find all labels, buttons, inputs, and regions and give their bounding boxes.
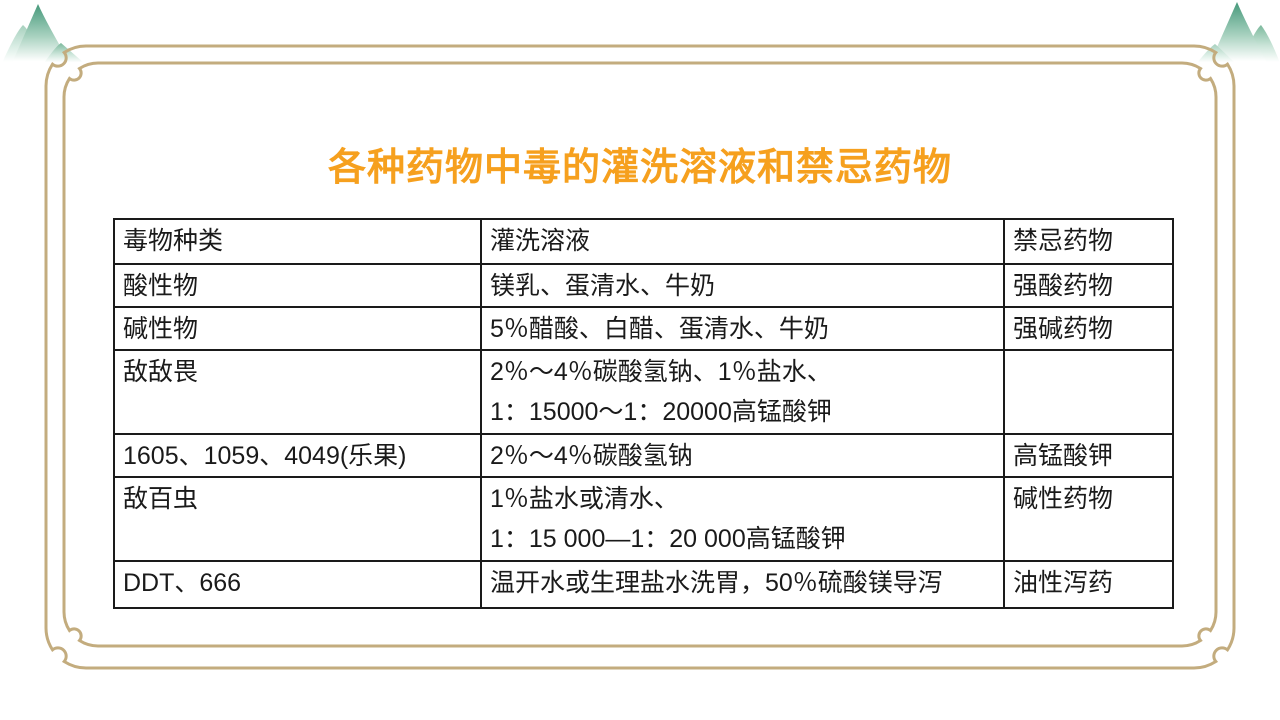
cell-contraindicated: 强酸药物 [1003,263,1174,308]
cell-poison-type: DDT、666 [113,560,482,609]
mountain-decoration-right [1197,2,1280,63]
cell-lavage-solution: 1％盐水或清水、 1：15 000—1：20 000高锰酸钾 [480,476,1005,562]
header-poison-type: 毒物种类 [113,218,482,265]
table-row: 1605、1059、4049(乐果) 2％～4％碳酸氢钠 高锰酸钾 [113,433,1174,478]
cell-contraindicated: 强碱药物 [1003,306,1174,351]
cell-lavage-solution: 5％醋酸、白醋、蛋清水、牛奶 [480,306,1005,351]
table-row: 酸性物 镁乳、蛋清水、牛奶 强酸药物 [113,263,1174,308]
table-row: 敌敌畏 2％～4％碳酸氢钠、1％盐水、 1：15000～1：20000高锰酸钾 [113,349,1174,435]
cell-contraindicated: 碱性药物 [1003,476,1174,562]
header-contraindicated-drugs: 禁忌药物 [1003,218,1174,265]
cell-contraindicated: 油性泻药 [1003,560,1174,609]
cell-poison-type: 敌百虫 [113,476,482,562]
header-lavage-solution: 灌洗溶液 [480,218,1005,265]
cell-contraindicated [1003,349,1174,435]
mountain-peak-back-left [2,25,46,63]
poison-lavage-table: 毒物种类 灌洗溶液 禁忌药物 酸性物 镁乳、蛋清水、牛奶 强酸药物 碱性物 5％… [113,218,1174,609]
cell-contraindicated: 高锰酸钾 [1003,433,1174,478]
cell-lavage-solution: 镁乳、蛋清水、牛奶 [480,263,1005,308]
cell-lavage-solution: 2％～4％碳酸氢钠、1％盐水、 1：15000～1：20000高锰酸钾 [480,349,1005,435]
table-row: 碱性物 5％醋酸、白醋、蛋清水、牛奶 强碱药物 [113,306,1174,351]
mountain-peak-side-right [1240,25,1280,63]
mountain-peak-main-right [1210,2,1267,63]
table-header-row: 毒物种类 灌洗溶液 禁忌药物 [113,218,1174,265]
cell-poison-type: 酸性物 [113,263,482,308]
mountain-peak-small-left [44,43,84,63]
mountain-peak-main-left [12,4,70,63]
cell-lavage-solution: 2％～4％碳酸氢钠 [480,433,1005,478]
page-title: 各种药物中毒的灌洗溶液和禁忌药物 [327,147,952,189]
cell-poison-type: 敌敌畏 [113,349,482,435]
table-row: DDT、666 温开水或生理盐水洗胃，50％硫酸镁导泻 油性泻药 [113,560,1174,609]
mountain-peak-small-right [1197,44,1235,63]
mountain-decoration-left [2,4,84,63]
cell-lavage-solution: 温开水或生理盐水洗胃，50％硫酸镁导泻 [480,560,1005,609]
cell-poison-type: 碱性物 [113,306,482,351]
cell-poison-type: 1605、1059、4049(乐果) [113,433,482,478]
table-row: 敌百虫 1％盐水或清水、 1：15 000—1：20 000高锰酸钾 碱性药物 [113,476,1174,562]
